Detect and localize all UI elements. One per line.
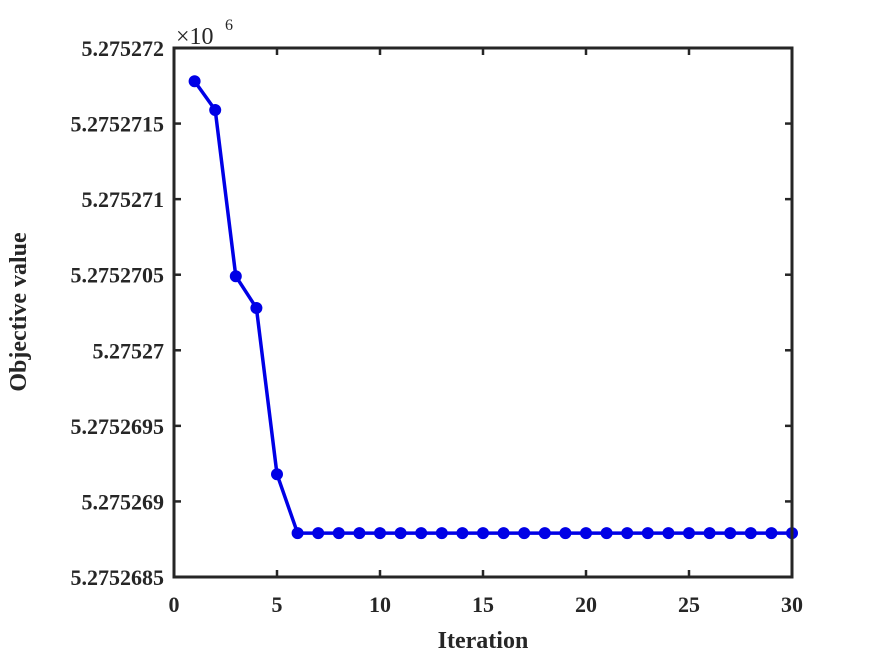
x-tick-label: 30 — [781, 592, 803, 617]
y-tick-label: 5.2752695 — [71, 414, 165, 439]
data-point — [209, 103, 222, 116]
y-exponent-label: ×10 6 — [176, 17, 233, 50]
x-axis-label: Iteration — [438, 628, 529, 654]
data-point — [703, 527, 716, 540]
x-tick-label: 0 — [169, 592, 180, 617]
exponent-base: ×10 — [176, 24, 214, 50]
y-tick-label: 5.275269 — [82, 489, 165, 514]
series-layer — [188, 75, 798, 540]
x-tick-label: 20 — [575, 592, 597, 617]
x-tick-label: 5 — [272, 592, 283, 617]
data-point — [600, 527, 613, 540]
y-tick-label: 5.2752685 — [71, 565, 165, 590]
data-point — [415, 527, 428, 540]
data-point — [765, 527, 778, 540]
data-point — [312, 527, 325, 540]
data-point — [621, 527, 634, 540]
data-point — [188, 75, 201, 88]
y-tick-label: 5.27527 — [93, 338, 165, 363]
data-point — [291, 527, 304, 540]
y-tick-label: 5.275271 — [82, 187, 165, 212]
x-tick-label: 15 — [472, 592, 494, 617]
data-point — [538, 527, 551, 540]
data-point — [744, 527, 757, 540]
data-point — [394, 527, 407, 540]
tick-layer: 0 5 10 15 20 25 30 5.2752685 5.275269 5.2752695 5.… — [71, 36, 804, 617]
y-tick-label: 5.2752705 — [71, 263, 165, 288]
data-point — [332, 527, 345, 540]
data-point — [724, 527, 737, 540]
x-tick-label: 10 — [369, 592, 391, 617]
data-point — [683, 527, 695, 540]
data-point — [374, 527, 386, 540]
data-point — [641, 527, 654, 540]
data-point — [250, 301, 263, 314]
data-point — [271, 468, 283, 481]
data-point — [435, 527, 448, 540]
x-tick-label: 25 — [678, 592, 700, 617]
plot-background — [174, 48, 792, 577]
data-point — [662, 527, 675, 540]
data-point — [456, 527, 469, 540]
exponent-power: 6 — [225, 17, 233, 34]
data-point — [518, 527, 531, 540]
data-point — [497, 527, 510, 540]
y-tick-label: 5.275272 — [82, 36, 165, 61]
data-point — [229, 270, 242, 283]
y-axis-label: Objective value — [6, 232, 32, 392]
data-point — [477, 527, 489, 540]
data-point — [580, 527, 592, 540]
y-tick-label: 5.2752715 — [71, 112, 165, 137]
data-point — [559, 527, 572, 540]
data-point — [353, 527, 366, 540]
